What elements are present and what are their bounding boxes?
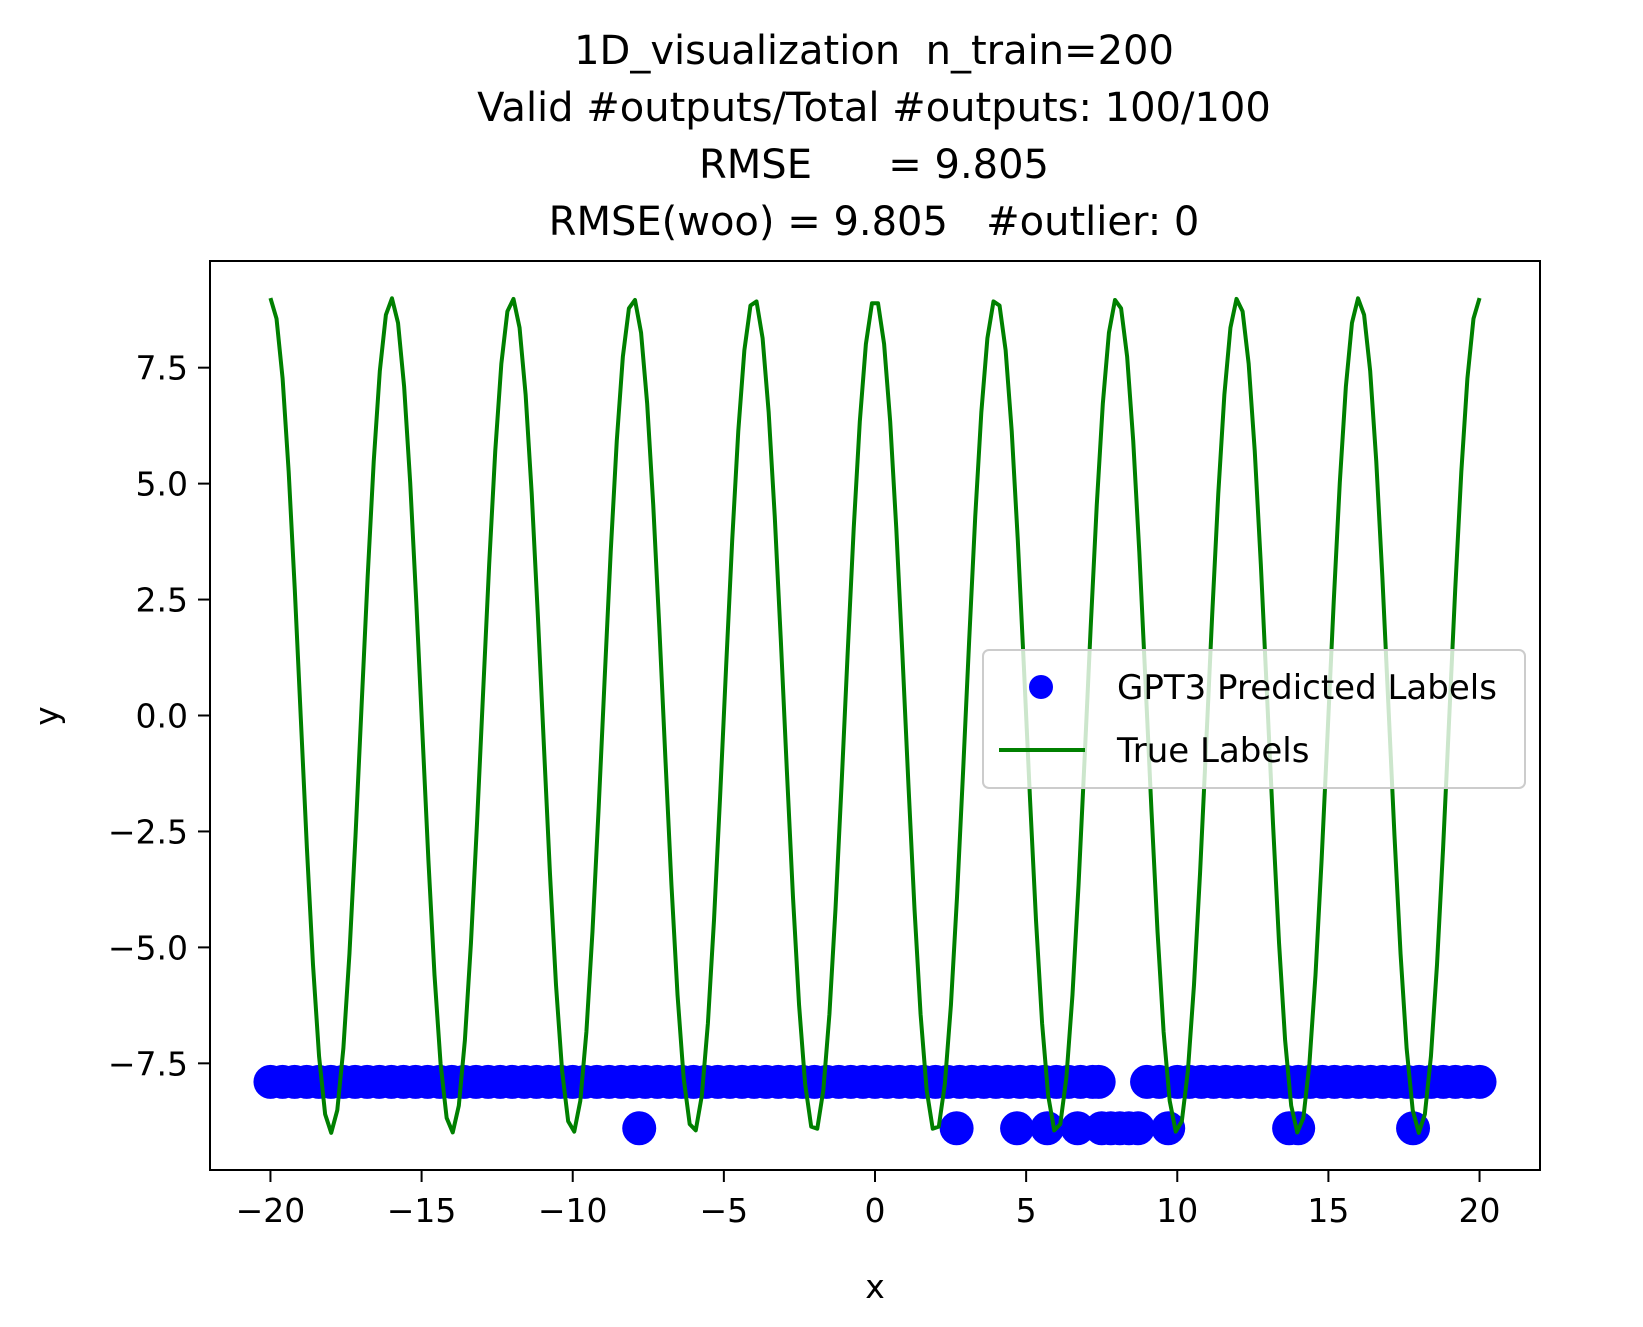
scatter-point xyxy=(1000,1111,1035,1146)
scatter-point xyxy=(1060,1111,1095,1146)
title-line-4: RMSE(woo) = 9.805 #outlier: 0 xyxy=(549,199,1200,245)
x-tick-label: 15 xyxy=(1307,1191,1349,1230)
y-tick-label: 0.0 xyxy=(136,697,188,736)
x-tick-label: 20 xyxy=(1459,1191,1501,1230)
x-tick-label: −20 xyxy=(236,1191,306,1230)
plot-area xyxy=(253,296,1497,1146)
scatter-point xyxy=(1030,1111,1065,1146)
y-tick-label: −7.5 xyxy=(108,1044,188,1083)
x-tick-label: −10 xyxy=(538,1191,608,1230)
y-axis: 7.5 5.0 2.5 0.0 −2.5 −5.0 −7.5 xyxy=(108,349,210,1083)
legend-marker-predicted xyxy=(1029,675,1053,699)
scatter-point xyxy=(1462,1064,1497,1099)
y-tick-label: −2.5 xyxy=(108,812,188,851)
chart-title: 1D_visualization n_train=200 Valid #outp… xyxy=(477,28,1271,245)
y-axis-label: y xyxy=(27,706,66,726)
title-line-2: Valid #outputs/Total #outputs: 100/100 xyxy=(477,85,1271,131)
x-tick-label: 0 xyxy=(865,1191,886,1230)
y-tick-label: 5.0 xyxy=(136,465,188,504)
scatter-point xyxy=(1120,1111,1155,1146)
y-tick-label: 7.5 xyxy=(136,349,188,388)
legend-label-predicted: GPT3 Predicted Labels xyxy=(1117,668,1497,708)
x-tick-label: 10 xyxy=(1156,1191,1198,1230)
x-tick-label: −15 xyxy=(387,1191,457,1230)
scatter-point xyxy=(1151,1111,1186,1146)
legend-box xyxy=(982,649,1526,789)
true-labels-line xyxy=(268,296,1482,1135)
y-tick-label: −5.0 xyxy=(108,928,188,967)
title-line-3: RMSE = 9.805 xyxy=(699,142,1049,188)
legend-label-true: True Labels xyxy=(1116,731,1309,771)
x-tick-label: 5 xyxy=(1016,1191,1037,1230)
x-axis-label: x xyxy=(865,1267,885,1306)
y-tick-label: 2.5 xyxy=(136,581,188,620)
scatter-point xyxy=(1081,1064,1116,1099)
title-line-1: 1D_visualization n_train=200 xyxy=(574,28,1174,74)
line-series xyxy=(268,296,1482,1135)
scatter-point xyxy=(622,1111,657,1146)
legend: GPT3 Predicted Labels True Labels xyxy=(982,649,1526,789)
scatter-point xyxy=(939,1111,974,1146)
x-axis: −20 −15 −10 −5 0 5 10 15 20 xyxy=(236,1170,1501,1230)
x-tick-label: −5 xyxy=(700,1191,749,1230)
